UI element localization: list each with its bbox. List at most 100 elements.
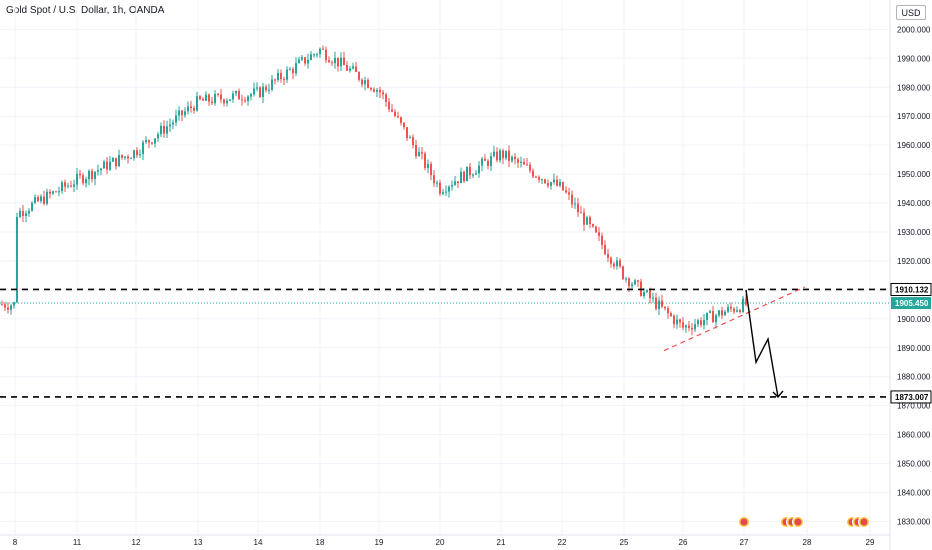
candle-body — [385, 94, 387, 102]
candle-body — [436, 182, 438, 184]
candle-body — [622, 266, 624, 279]
candle-body — [133, 150, 135, 159]
candle-body — [298, 59, 300, 64]
economic-events[interactable] — [738, 516, 870, 528]
candle-body — [211, 101, 213, 104]
candle-body — [382, 92, 384, 95]
candle-body — [118, 154, 120, 167]
candle-body — [412, 137, 414, 146]
candle-body — [274, 79, 276, 81]
candle-body — [688, 325, 690, 328]
candle-body — [31, 202, 33, 211]
candle-body — [535, 176, 537, 178]
candle-body — [352, 66, 354, 69]
candle-body — [154, 138, 156, 144]
candle-body — [301, 57, 303, 60]
candle-body — [592, 224, 594, 227]
candle-body — [94, 171, 96, 179]
candle-body — [394, 111, 396, 117]
candle-body — [604, 244, 606, 255]
candle-body — [700, 320, 702, 325]
candle-body — [742, 298, 744, 313]
candle-body — [61, 182, 63, 192]
candle-body — [85, 179, 87, 184]
y-tick-label: 1870.000 — [897, 402, 931, 411]
candle-body — [151, 142, 153, 144]
candle-body — [124, 156, 126, 158]
candle-body — [229, 99, 231, 101]
candle-body — [277, 73, 279, 81]
candle-body — [283, 79, 285, 81]
candle-body — [76, 173, 78, 185]
y-tick-label: 1860.000 — [897, 431, 931, 440]
candle-body — [685, 325, 687, 328]
trendline[interactable] — [663, 286, 806, 352]
x-tick-label: 8 — [13, 538, 18, 547]
candle-body — [532, 170, 534, 177]
candle-body — [271, 79, 273, 90]
drawings[interactable] — [0, 286, 890, 398]
y-tick-label: 1990.000 — [897, 54, 931, 63]
candle-body — [526, 164, 528, 166]
candle-body — [67, 185, 69, 187]
candle-body — [679, 319, 681, 323]
candle-body — [439, 182, 441, 194]
candle-body — [109, 161, 111, 170]
candle-body — [610, 257, 612, 264]
candle-body — [199, 96, 201, 100]
candle-body — [166, 126, 168, 134]
price-axis[interactable]: 2000.000 1990.000 1980.000 1970.000 1960.000… — [889, 0, 932, 550]
candle-body — [634, 280, 636, 285]
x-tick-label: 26 — [679, 538, 688, 547]
candle-body — [103, 161, 105, 169]
candle-body — [538, 177, 540, 180]
candle-body — [586, 217, 588, 225]
candle-body — [160, 125, 162, 135]
candle-body — [142, 142, 144, 155]
candle-body — [286, 69, 288, 80]
candle-body — [157, 134, 159, 139]
y-tick-label: 1920.000 — [897, 257, 931, 266]
candle-body — [661, 300, 663, 307]
candle-body — [721, 310, 723, 316]
candle-body — [709, 311, 711, 313]
candle-body — [145, 140, 147, 143]
flag-center-icon — [794, 518, 802, 526]
candle-body — [292, 69, 294, 74]
candle-body — [1, 304, 3, 306]
candle-body — [613, 263, 615, 267]
candle-body — [379, 89, 381, 93]
flag-center-icon — [740, 518, 748, 526]
currency-button[interactable]: USD — [896, 5, 926, 20]
candle-body — [136, 150, 138, 156]
last-price-tag — [891, 297, 931, 310]
projection-arrowhead — [772, 390, 784, 398]
candle-body — [139, 154, 141, 156]
candle-body — [553, 179, 555, 183]
candle-body — [73, 184, 75, 187]
candle-body — [559, 182, 561, 186]
candle-body — [187, 106, 189, 112]
level-price-label: 1910.132 — [895, 285, 929, 294]
candle-body — [577, 203, 579, 213]
candle-body — [220, 94, 222, 100]
candle-body — [508, 150, 510, 161]
candle-body — [745, 298, 747, 305]
x-tick-label: 20 — [436, 538, 445, 547]
candle-body — [478, 165, 480, 174]
time-axis[interactable]: 8 11 12 13 14 18 19 20 21 22 25 26 27 28 29 — [0, 534, 890, 547]
candle-body — [457, 181, 459, 184]
candle-body — [520, 161, 522, 163]
projection-path[interactable] — [745, 289, 779, 398]
candle-body — [601, 235, 603, 245]
candle-body — [715, 315, 717, 323]
candle-body — [667, 308, 669, 314]
candle-body — [115, 157, 117, 167]
candle-body — [739, 310, 741, 313]
candle-body — [544, 179, 546, 184]
x-tick-label: 12 — [132, 538, 141, 547]
y-tick-label: 1890.000 — [897, 344, 931, 353]
y-tick-label: 1840.000 — [897, 488, 931, 497]
